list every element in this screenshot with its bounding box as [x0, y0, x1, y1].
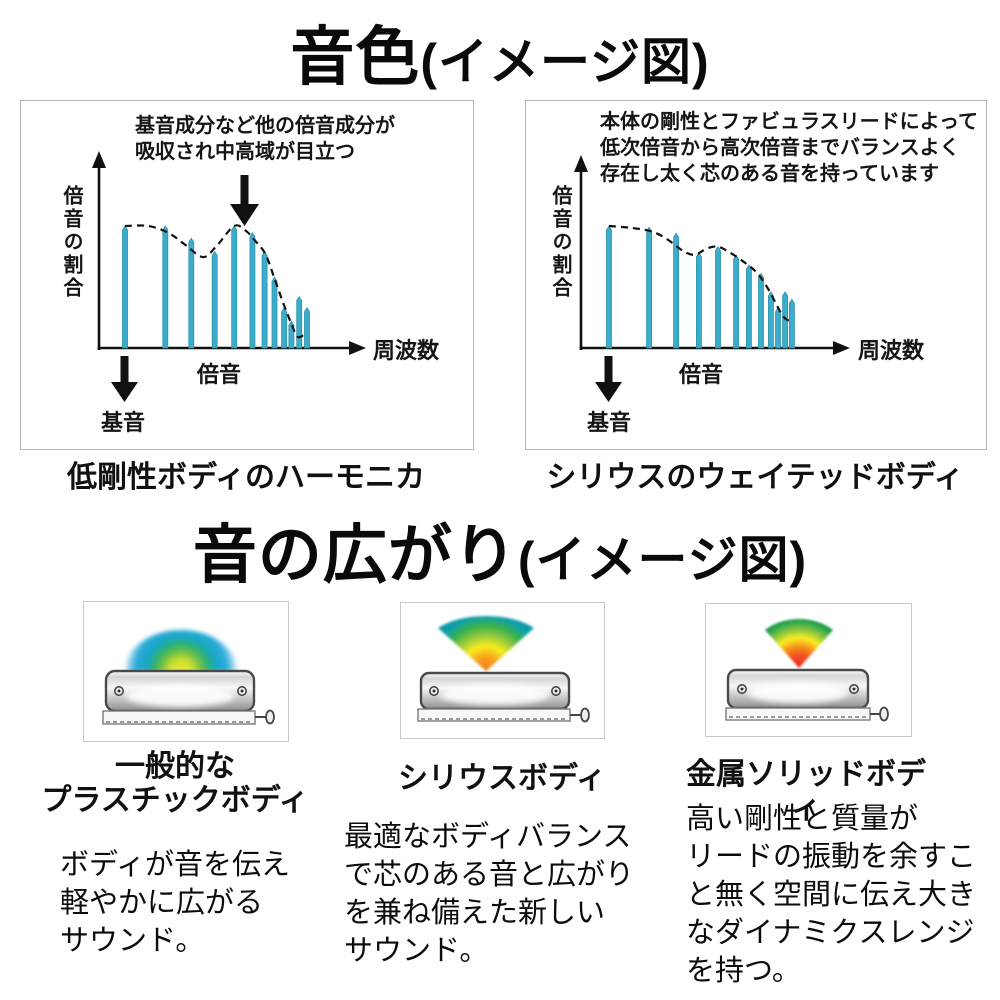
harmonic-bar [296, 296, 303, 349]
harmonic-bar [733, 254, 739, 349]
tuning-key [570, 707, 590, 723]
harmonic-bar [768, 291, 774, 349]
x-axis-arrowhead [833, 341, 850, 355]
description-sirius-body: 最適なボディバランス で芯のある音と広がり を兼ね備えた新しい サウンド。 [344, 821, 635, 967]
harmonica-dome-illustration [102, 630, 275, 725]
harmonic-bar [775, 306, 781, 349]
harmonic-bar [211, 250, 218, 349]
harmonic-bar [162, 225, 169, 349]
harmonic-bar [122, 225, 128, 349]
harmonic-bar [715, 245, 721, 349]
x-axis-label: 周波数 [858, 338, 925, 363]
harmonic-bar [281, 306, 287, 349]
caption-sirius-weighted: シリウスのウェイテッドボディ [546, 461, 964, 494]
harmonic-bar [249, 231, 256, 349]
x-axis-label: 周波数 [373, 338, 440, 363]
overtone-spectrum-chart [574, 155, 850, 402]
sound-spread-wide-fan [438, 616, 534, 671]
fundamental-arrow [595, 356, 622, 402]
harmonic-bar [261, 250, 268, 349]
cover-highlight [126, 685, 234, 707]
tuning-key [870, 706, 889, 722]
sound-spread-dome [124, 630, 238, 672]
overtone-label: 倍音 [196, 362, 241, 387]
envelope-curve [124, 224, 308, 339]
harmonica-comb [725, 707, 871, 721]
axes [574, 155, 850, 355]
section-title-timbre: 音色(イメージ図) [0, 6, 1000, 98]
image-metal-solid-body [705, 603, 912, 737]
harmonic-bar [782, 291, 788, 349]
cover-screws [737, 684, 859, 694]
cover-highlight [441, 685, 549, 705]
harmonic-bars [606, 225, 795, 349]
envelope-curve [608, 224, 794, 324]
sound-spread-narrow-fan [765, 618, 833, 668]
image-sirius-body [400, 602, 605, 739]
y-axis-label: 倍音の割合 [549, 185, 571, 300]
tuning-key [255, 709, 275, 725]
harmonic-bar [758, 272, 764, 349]
harmonic-bar [606, 225, 612, 349]
harmonic-bar [304, 306, 310, 349]
description-metal-solid-body: 高い剛性と質量が リードの振動を余すこ と無く空間に伝え大き なダイナミクスレン… [686, 803, 977, 987]
image-plastic-body [83, 601, 289, 742]
heading-plastic-body: 一般的な プラスチックボディ [41, 750, 309, 817]
description-plastic-body: ボディが音を伝え 軽やかに広がる サウンド。 [60, 849, 290, 957]
overtone-label: 倍音 [678, 362, 723, 387]
axes [92, 151, 366, 355]
chart-sirius-weighted-body: 本体の剛性とファビュラスリードによって 低次倍音から高次倍音までバランスよく 存… [525, 100, 987, 450]
harmonic-bar [188, 237, 195, 349]
fundamental-arrow [111, 356, 138, 402]
harmonic-bar [271, 276, 278, 349]
title-timbre-main: 音色 [290, 21, 421, 93]
harmonica-wide-fan-illustration [417, 616, 590, 723]
harmonica-narrow-fan-illustration [725, 618, 889, 722]
heading-sirius-body: シリウスボディ [398, 762, 606, 795]
y-axis-arrowhead [574, 155, 588, 172]
chart-annotation: 基音成分など他の倍音成分が 吸収され中高域が目立つ [135, 115, 395, 163]
caption-low-rigidity: 低剛性ボディのハーモニカ [67, 461, 425, 494]
overtone-spectrum-chart [92, 151, 366, 402]
section-title-sound-spread: 音の広がり(イメージ図) [0, 504, 1000, 596]
mid-high-peak-arrow [230, 175, 259, 226]
harmonic-bar [696, 252, 702, 349]
harmonic-bars [122, 225, 310, 349]
fundamental-label: 基音 [101, 410, 146, 435]
cover-highlight [748, 683, 848, 703]
cover-screws [114, 686, 247, 696]
y-axis-label: 倍音の割合 [60, 185, 82, 300]
cover-screws [429, 686, 561, 696]
y-axis-arrowhead [92, 151, 106, 168]
title-timbre-paren: (イメージ図) [420, 34, 710, 90]
harmonic-bar [673, 232, 679, 349]
heading-metal-solid-body: 金属ソリッドボディ [686, 758, 926, 825]
chart-annotation: 本体の剛性とファビュラスリードによって 低次倍音から高次倍音までバランスよく 存… [600, 111, 978, 185]
harmonic-bar [231, 225, 238, 349]
x-axis-arrowhead [349, 341, 366, 355]
title-spread-main: 音の広がり [192, 519, 518, 591]
chart-low-rigidity-body: 基音成分など他の倍音成分が 吸収され中高域が目立つ 周波数 倍音 基音 倍音の割… [20, 100, 474, 450]
harmonic-bar [646, 226, 652, 349]
fundamental-label: 基音 [587, 410, 632, 435]
harmonic-bar [789, 298, 795, 349]
title-spread-paren: (イメージ図) [517, 532, 808, 588]
harmonic-bar [746, 264, 752, 349]
